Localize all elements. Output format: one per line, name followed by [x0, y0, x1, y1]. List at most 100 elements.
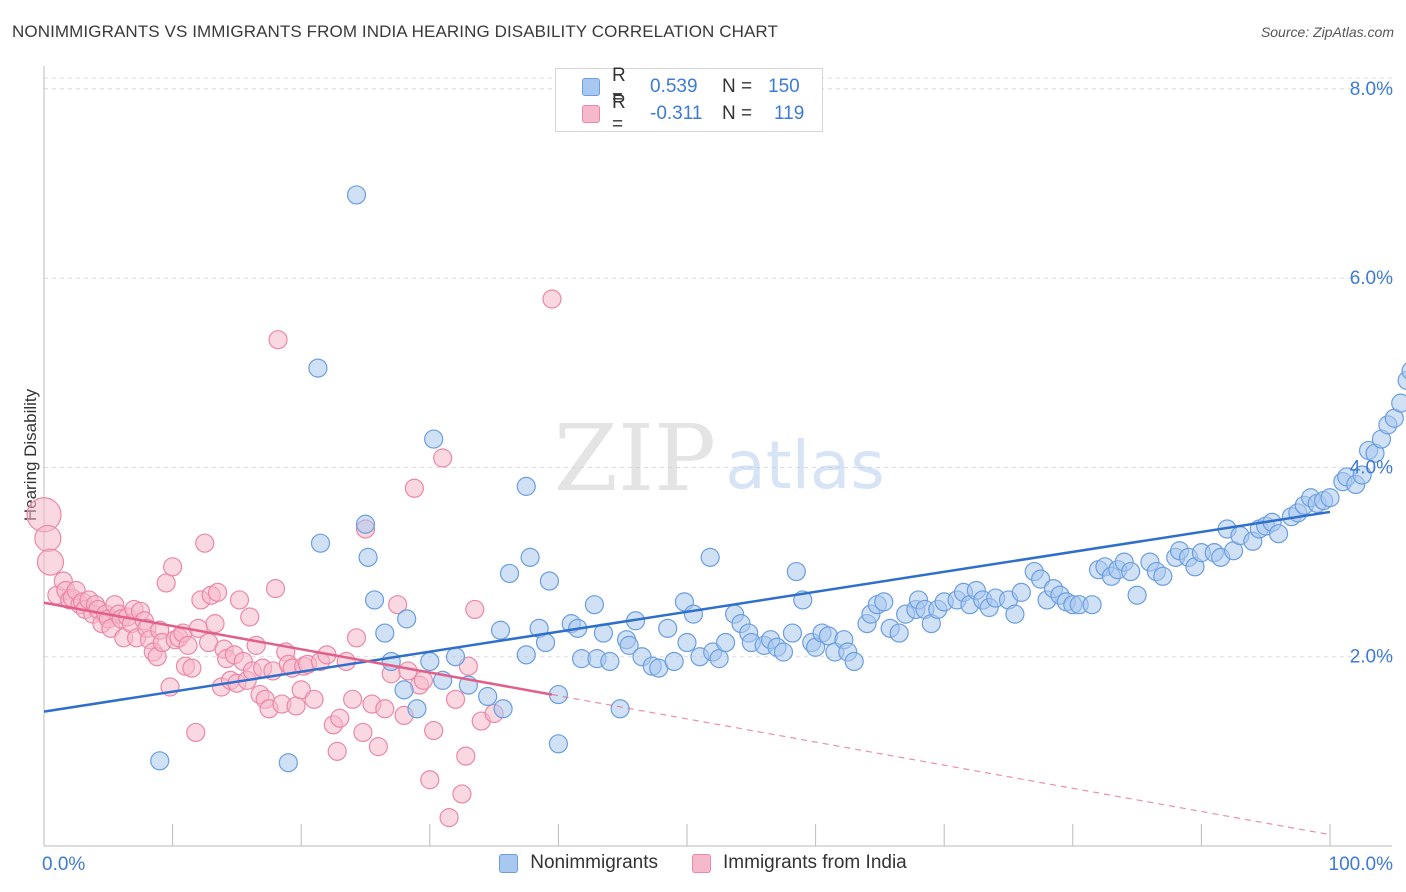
india-point [456, 746, 476, 766]
india-point [368, 737, 388, 757]
india-point [182, 658, 202, 678]
nonimmigrant-point [493, 699, 513, 719]
source-credit: Source: ZipAtlas.com [1260, 24, 1394, 40]
nonimmigrant-point [150, 751, 170, 771]
india-point [542, 289, 562, 309]
nonimmigrant-point [355, 514, 376, 534]
nonimmigrants-trend-line [43, 510, 1331, 713]
nonimmigrant-point [610, 699, 630, 719]
india-point [34, 524, 62, 553]
india-trend-extension [551, 693, 1331, 836]
nonimmigrant-point [889, 623, 909, 643]
nonimmigrant-point [548, 734, 569, 754]
nonimmigrant-point [683, 604, 704, 624]
india-point [268, 330, 288, 350]
india-point [304, 689, 324, 709]
legend-r-label: R = [612, 92, 626, 135]
nonimmigrant-point [1127, 585, 1147, 605]
nonimmigrant-point [1391, 393, 1406, 413]
y-tick-label: 8.0% [1350, 79, 1393, 100]
chart-title: NONIMMIGRANTS VS IMMIGRANTS FROM INDIA H… [12, 22, 778, 41]
nonimmigrant-point [535, 632, 556, 653]
watermark-zip: ZIP [554, 405, 716, 512]
nonimmigrant-point [700, 547, 720, 567]
india-point [452, 784, 472, 804]
nonimmigrant-point [397, 609, 417, 629]
india-point [265, 578, 286, 599]
india-point [420, 770, 440, 790]
nonimmigrant-point [782, 623, 803, 643]
india-point [156, 573, 176, 593]
india-point [439, 808, 459, 828]
legend-n-label: N = [722, 76, 753, 97]
legend-swatch-blue [582, 78, 600, 96]
nonimmigrant-point [520, 547, 540, 567]
legend-swatch-pink [582, 105, 600, 123]
legend-row-india: R = -0.311 N = 119 [582, 92, 846, 135]
nonimmigrant-point [600, 651, 620, 672]
y-tick-label: 4.0% [1350, 457, 1393, 478]
legend-r-value: -0.311 [650, 103, 703, 124]
correlation-legend: R = 0.539 N = 150 R = -0.311 N = 119 [555, 65, 823, 135]
nonimmigrant-point [1082, 595, 1102, 615]
nonimmigrant-point [1352, 465, 1372, 485]
nonimmigrant-point [619, 635, 639, 655]
nonimmigrant-point [499, 563, 520, 584]
india-point [195, 533, 215, 553]
nonimmigrant-point [394, 680, 414, 700]
legend-label: Nonimmigrants [530, 852, 659, 873]
nonimmigrant-point [584, 595, 605, 615]
india-point [404, 478, 424, 498]
nonimmigrant-point [539, 571, 559, 591]
india-point [413, 670, 433, 690]
nonimmigrant-point [1005, 604, 1025, 624]
nonimmigrant-point [420, 651, 440, 672]
legend-n-value: 150 [768, 76, 800, 97]
india-point [327, 741, 347, 761]
x-tick-label: 100.0% [1329, 854, 1394, 875]
nonimmigrant-point [773, 642, 794, 662]
y-axis-label: Hearing Disability [21, 388, 40, 521]
x-tick-label: 0.0% [42, 854, 85, 875]
nonimmigrant-point [424, 429, 444, 449]
nonimmigrant-point [516, 476, 536, 496]
india-point [205, 614, 225, 634]
nonimmigrant-point [715, 632, 736, 653]
watermark-atlas: atlas [725, 427, 885, 504]
legend-n-value: 119 [774, 103, 805, 124]
nonimmigrant-point [874, 592, 894, 612]
nonimmigrant-point [1320, 488, 1340, 508]
watermark: ZIP atlas [554, 405, 885, 512]
series-legend: Nonimmigrants Immigrants from India [0, 852, 1406, 874]
legend-row-nonimmigrants: R = 0.539 N = 150 [582, 65, 840, 108]
tick-labels: 2.0% 4.0% 6.0% 8.0% 0.0% 100.0% [42, 79, 1393, 875]
india-point [346, 628, 367, 648]
india-point [36, 548, 65, 576]
nonimmigrant-point [1401, 362, 1406, 380]
nonimmigrant-point [516, 645, 536, 665]
nonimmigrant-point [375, 623, 395, 643]
india-point [388, 595, 408, 615]
nonimmigrant-point [308, 358, 328, 378]
nonimmigrant-point [709, 649, 729, 669]
nonimmigrant-point [1153, 566, 1173, 586]
india-trend-line [43, 601, 553, 696]
nonimmigrant-point [786, 561, 806, 582]
nonimmigrant-point [1031, 569, 1051, 589]
legend-label: Immigrants from India [723, 852, 907, 873]
nonimmigrant-point [658, 618, 678, 638]
legend-item-india[interactable]: Immigrants from India [692, 852, 907, 874]
legend-swatch-blue [499, 853, 519, 873]
nonimmigrant-point [478, 686, 498, 707]
y-tick-label: 6.0% [1350, 268, 1393, 289]
india-point [458, 656, 478, 676]
legend-item-nonimmigrants[interactable]: Nonimmigrants [499, 852, 658, 874]
india-point [229, 590, 250, 610]
india-point [186, 722, 206, 743]
nonimmigrant-point [310, 533, 331, 553]
nonimmigrant-point [358, 547, 378, 567]
india-point [330, 708, 350, 728]
legend-n-label: N = [722, 103, 753, 124]
nonimmigrant-point [346, 185, 367, 205]
